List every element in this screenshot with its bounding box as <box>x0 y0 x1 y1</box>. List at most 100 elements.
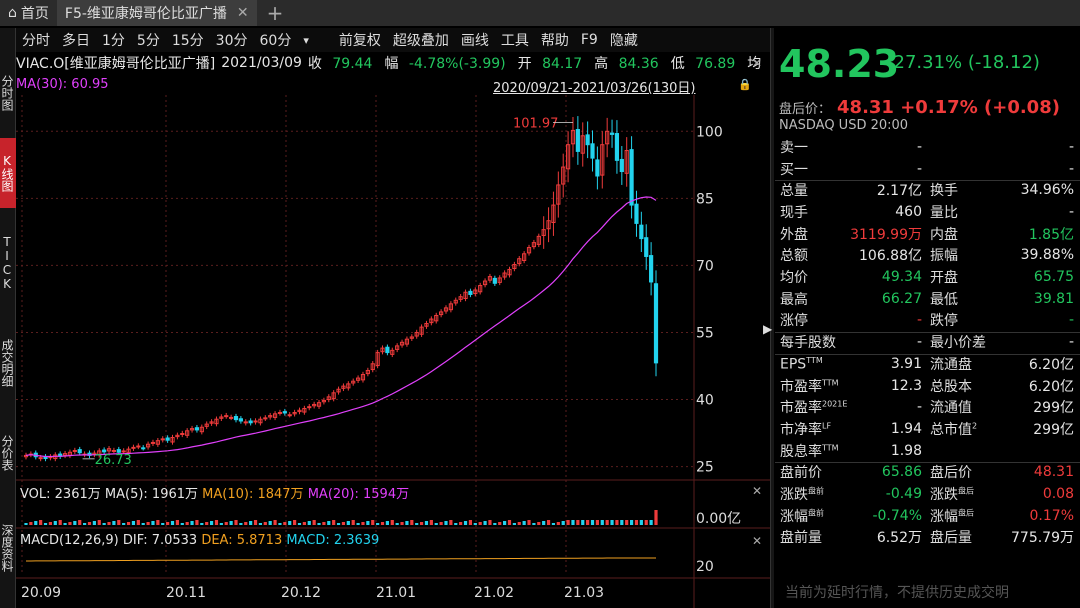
quote-label: 涨跌盘后 <box>930 486 974 504</box>
candle-body <box>355 377 361 381</box>
candle-body <box>443 307 449 312</box>
candle-body <box>522 253 527 261</box>
volume-bar <box>576 520 580 525</box>
tool-tools[interactable]: 工具 <box>500 33 529 49</box>
lock-icon[interactable]: 🔒 <box>738 78 752 91</box>
candle-body <box>165 437 170 441</box>
candle-body <box>180 433 185 436</box>
volume-bar <box>415 523 419 525</box>
tool-overlay[interactable]: 超级叠加 <box>392 33 449 49</box>
home-icon: ⌂ <box>8 5 17 21</box>
chevron-right-icon[interactable]: ▶ <box>763 322 773 336</box>
tab-stock[interactable]: F5-维亚康姆哥伦比亚广播 ✕ <box>56 0 257 26</box>
period-toolbar: 分时 多日 1分 5分 15分 30分 60分 ▾ 前复权 超级叠加 画线 工具… <box>16 28 770 52</box>
candle-body <box>248 420 253 424</box>
candle-body <box>644 237 649 257</box>
chg-label: 幅 <box>384 56 399 72</box>
tool-help[interactable]: 帮助 <box>540 33 569 49</box>
left-tab-0[interactable]: 分时图 <box>0 75 14 111</box>
high-label: 高 <box>594 56 609 72</box>
kline-chart[interactable]: 25 40 55 70 85 100 101.97 26.73 0.00亿 20 20.09 20.1… <box>16 95 770 608</box>
chevron-down-icon[interactable]: ▾ <box>303 33 309 47</box>
open-value: 84.17 <box>542 56 583 72</box>
period-multiday[interactable]: 多日 <box>62 33 90 49</box>
close-icon[interactable]: ✕ <box>752 534 763 548</box>
row-separator <box>775 462 1080 463</box>
volume-bar <box>615 520 619 525</box>
close-icon[interactable]: ✕ <box>752 56 763 70</box>
volume-bar <box>371 520 375 525</box>
candle-body <box>233 416 239 421</box>
candle-body <box>346 383 351 389</box>
tool-draw[interactable]: 画线 <box>460 33 489 49</box>
period-5min[interactable]: 5分 <box>136 33 160 49</box>
quote-label: 总市值2 <box>930 421 978 438</box>
x-tick-label: 20.12 <box>281 585 321 601</box>
candle-body <box>580 135 585 154</box>
volume-bar <box>341 522 346 525</box>
panel-divider[interactable] <box>770 28 774 608</box>
tool-f9[interactable]: F9 <box>580 32 598 48</box>
candle-body <box>126 448 131 454</box>
period-intraday[interactable]: 分时 <box>22 33 50 49</box>
period-15min[interactable]: 15分 <box>171 33 204 49</box>
candle-body <box>429 318 434 324</box>
quote-value: 1.85亿 <box>1028 226 1074 243</box>
volume-bar <box>366 521 370 525</box>
close-icon[interactable]: ✕ <box>752 484 763 498</box>
period-1min[interactable]: 1分 <box>102 33 125 49</box>
tool-hide[interactable]: 隐藏 <box>609 33 638 49</box>
quote-value: - <box>1068 334 1074 351</box>
new-tab-button[interactable]: + <box>266 1 284 25</box>
info-line: VIAC.O[维亚康姆哥伦比亚广播] 2021/03/09 收 79.44 幅 … <box>16 52 770 74</box>
candle-body <box>556 184 561 205</box>
left-tab-4[interactable]: 分价表 <box>0 435 14 471</box>
period-60min[interactable]: 60分 <box>259 33 292 49</box>
candle-body <box>399 341 405 346</box>
volume-bar <box>556 522 560 525</box>
quote-row: 每手股数 - 最小价差 - <box>775 331 1080 353</box>
quote-row: 盘前量 6.52万 盘后量 775.79万 <box>775 527 1080 549</box>
tab-home[interactable]: ⌂ 首页 <box>0 0 57 26</box>
candle-body <box>478 285 483 293</box>
price-change: -27.31% (-18.12) <box>887 52 1040 73</box>
left-tab-2[interactable]: TICK <box>0 235 14 291</box>
candle-body <box>649 255 654 283</box>
volume-bar <box>405 521 409 525</box>
volume-bar <box>561 521 565 525</box>
left-tab-3[interactable]: 成交明细 <box>0 339 14 387</box>
candle-body <box>409 336 414 339</box>
volume-bar <box>424 521 429 525</box>
volume-bar <box>78 520 82 525</box>
candle-body <box>141 447 146 450</box>
volume-bar <box>214 520 219 525</box>
candle-body <box>258 418 263 424</box>
left-tab-5[interactable]: 深度资料 <box>0 524 14 572</box>
x-tick-label: 21.01 <box>376 585 416 601</box>
candle-body <box>448 303 453 311</box>
quote-value: 12.3 <box>890 377 922 394</box>
candle-body <box>316 402 322 407</box>
volume-bar <box>493 523 497 525</box>
candle-body <box>585 134 590 146</box>
candle-body <box>268 415 273 418</box>
candle-body <box>434 314 439 322</box>
volume-bar <box>429 520 433 525</box>
low-value: 76.89 <box>695 56 736 72</box>
period-30min[interactable]: 30分 <box>215 33 248 49</box>
volume-bar <box>200 523 204 525</box>
close-icon[interactable]: ✕ <box>236 5 249 21</box>
tool-adjust[interactable]: 前复权 <box>338 33 381 49</box>
candle-body <box>624 150 629 174</box>
left-tab-1[interactable]: K线图 <box>0 138 16 208</box>
date-range[interactable]: 2020/09/21-2021/03/26(130日) <box>493 81 696 96</box>
candle-body <box>404 338 410 345</box>
candle-body <box>136 445 141 448</box>
candle-body <box>565 144 571 170</box>
candle-body <box>189 428 195 431</box>
high-annotation: 101.97 <box>513 116 559 131</box>
volume-bar <box>444 521 448 525</box>
volume-bar <box>395 523 399 525</box>
candle-body <box>204 423 209 427</box>
x-tick-label: 20.11 <box>166 585 206 601</box>
